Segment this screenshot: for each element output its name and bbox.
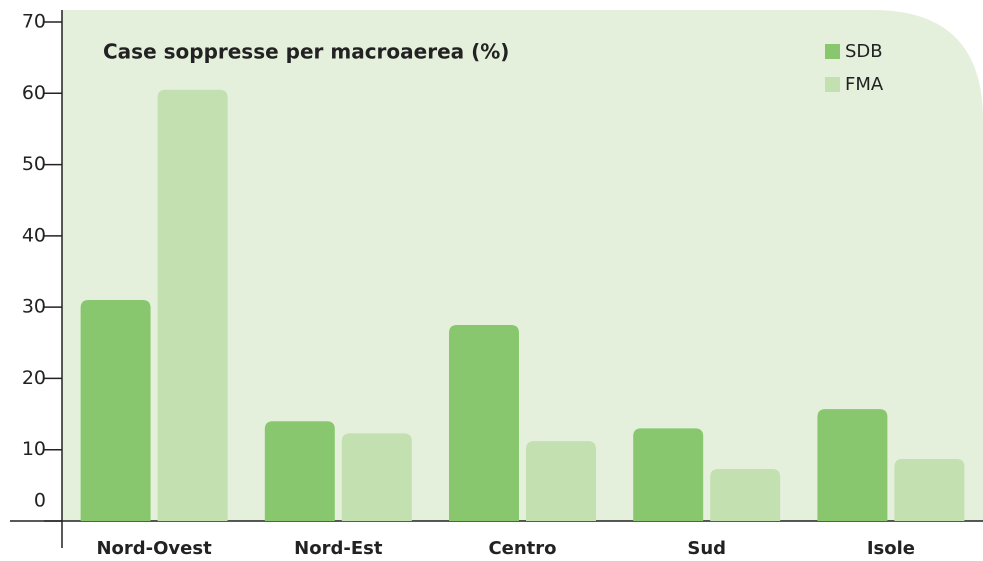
- x-tick-label: Nord-Ovest: [96, 538, 212, 559]
- y-tick-label: 70: [22, 11, 46, 33]
- y-tick-label: 30: [22, 296, 46, 318]
- bar: [710, 468, 781, 521]
- y-tick-label: 40: [22, 224, 46, 246]
- x-tick-label: Nord-Est: [294, 538, 383, 559]
- legend-label: SDB: [845, 41, 883, 62]
- bar: [264, 421, 335, 521]
- y-tick-label: 10: [22, 438, 46, 460]
- legend-swatch: [825, 44, 840, 59]
- x-tick-label: Centro: [488, 538, 556, 559]
- bar: [633, 428, 704, 521]
- y-tick-label: 20: [22, 367, 46, 389]
- bar: [894, 458, 965, 521]
- x-tick-label: Isole: [867, 538, 915, 559]
- plot-background: [62, 10, 983, 521]
- y-tick-label: 60: [22, 82, 46, 104]
- bar: [449, 324, 519, 521]
- bar: [526, 441, 596, 521]
- y-tick-label: 0: [34, 490, 46, 512]
- legend-swatch: [825, 77, 840, 92]
- bar: [341, 433, 412, 521]
- x-tick-label: Sud: [687, 538, 726, 559]
- y-tick-label: 50: [22, 153, 46, 175]
- legend-label: FMA: [845, 74, 884, 95]
- chart-title: Case soppresse per macroaerea (%): [103, 40, 509, 64]
- bar: [157, 89, 228, 521]
- bar: [80, 300, 151, 521]
- bar: [817, 409, 888, 521]
